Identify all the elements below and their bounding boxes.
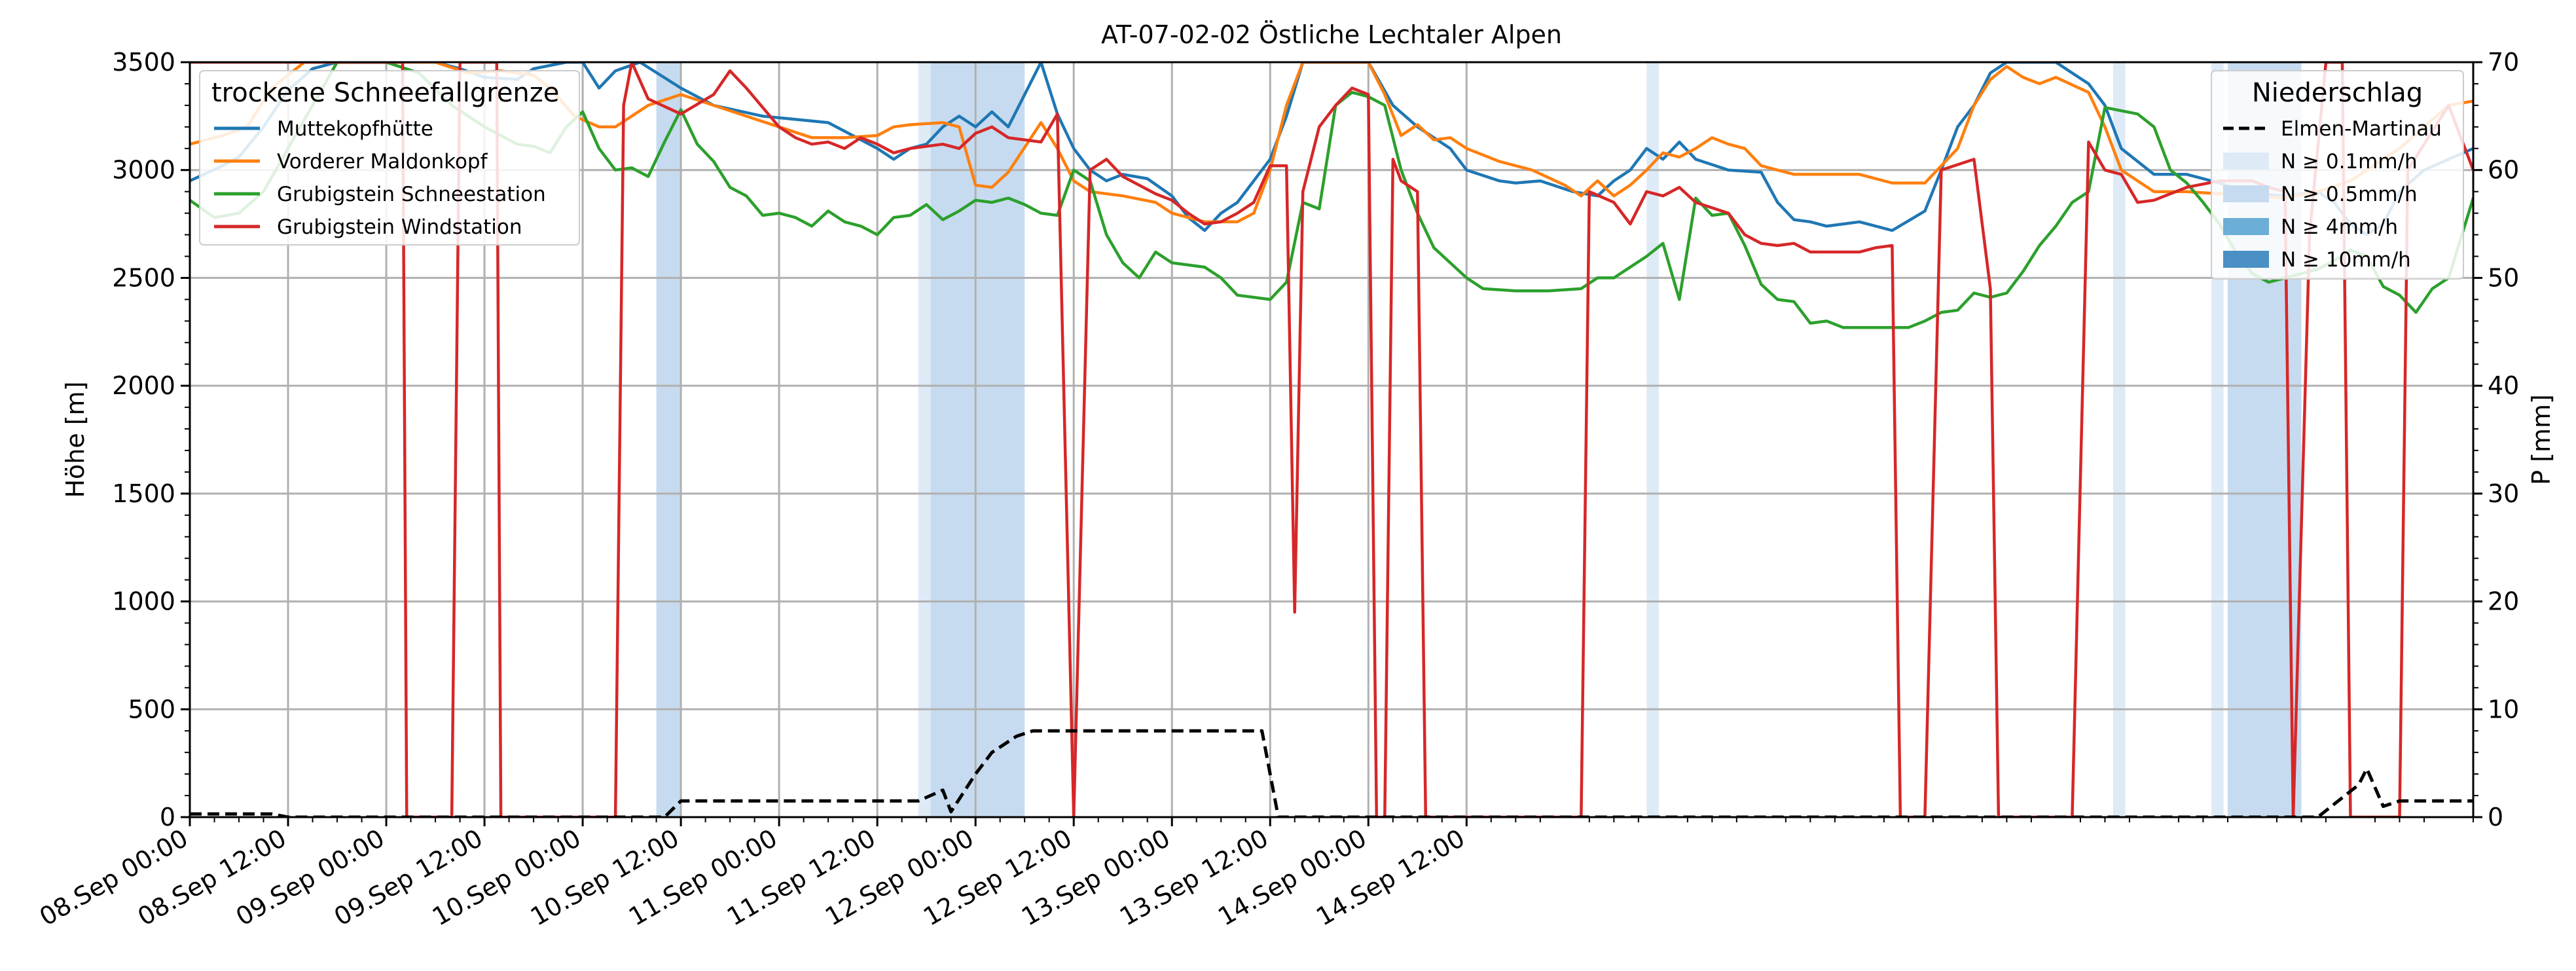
legend-precip-entry-4: N ≥ 10mm/h: [2281, 248, 2411, 272]
legend-precip-swatch-4: [2223, 251, 2269, 268]
legend-precip-swatch-1: [2223, 153, 2269, 170]
legend-snow-entry-1: Vorderer Maldonkopf: [277, 150, 488, 174]
legend-snowline: trockene Schneefallgrenze Muttekopfhütte…: [199, 70, 580, 246]
y-tick-label-left-6: 3000: [112, 156, 175, 185]
legend-precip-entry-1: N ≥ 0.1mm/h: [2281, 150, 2418, 174]
y-tick-label-left-7: 3500: [112, 48, 175, 77]
precip-band-1: [918, 62, 931, 817]
y-tick-label-left-3: 1500: [112, 479, 175, 508]
y-tick-label-right-4: 40: [2488, 371, 2519, 400]
y-tick-label-right-7: 70: [2488, 48, 2519, 77]
y-tick-label-left-5: 2500: [112, 263, 175, 292]
precip-band-2: [930, 62, 1025, 817]
y-tick-label-left-2: 1000: [112, 587, 175, 616]
y-tick-label-left-0: 0: [160, 803, 175, 832]
series-line-4: [190, 729, 2473, 817]
y-tick-label-right-6: 60: [2488, 156, 2519, 185]
series-line-0: [190, 62, 2473, 236]
y-tick-label-left-4: 2000: [112, 371, 175, 400]
legend-snow-entry-2: Grubigstein Schneestation: [277, 183, 546, 206]
legend-precip-entry-2: N ≥ 0.5mm/h: [2281, 183, 2418, 206]
chart-title: AT-07-02-02 Östliche Lechtaler Alpen: [1101, 20, 1562, 49]
precip-band-3: [1646, 62, 1660, 817]
legend-precip-swatch-3: [2223, 218, 2269, 235]
y-axis-label-left: Höhe [m]: [61, 381, 90, 498]
y-tick-label-right-1: 10: [2488, 695, 2519, 724]
legend-snow-entry-3: Grubigstein Windstation: [277, 215, 522, 239]
y-tick-label-right-2: 20: [2488, 587, 2519, 616]
series-line-1: [190, 62, 2473, 224]
precip-band-4: [2113, 62, 2126, 817]
series: [190, 62, 2473, 817]
legend-precip-title: Niederschlag: [2252, 78, 2423, 108]
y-tick-label-left-1: 500: [128, 695, 175, 724]
y-tick-label-right-0: 0: [2488, 803, 2503, 832]
legend-precip-entry-0: Elmen-Martinau: [2281, 117, 2442, 141]
legend-precip: Niederschlag Elmen-Martinau N ≥ 0.1mm/h N …: [2211, 70, 2464, 280]
precip-band-0: [656, 62, 681, 817]
y-axis-label-right: P [mm]: [2527, 394, 2556, 485]
legend-snow-entry-0: Muttekopfhütte: [277, 117, 433, 141]
series-line-3: [190, 62, 2473, 817]
y-tick-label-right-3: 30: [2488, 479, 2519, 508]
y-tick-label-right-5: 50: [2488, 263, 2519, 292]
legend-precip-entry-3: N ≥ 4mm/h: [2281, 215, 2398, 239]
legend-snowline-box: [199, 70, 580, 246]
legend-snowline-title: trockene Schneefallgrenze: [211, 78, 559, 108]
legend-precip-swatch-2: [2223, 185, 2269, 202]
plot-frame: [189, 61, 2475, 818]
legend-precip-box: [2211, 70, 2464, 280]
